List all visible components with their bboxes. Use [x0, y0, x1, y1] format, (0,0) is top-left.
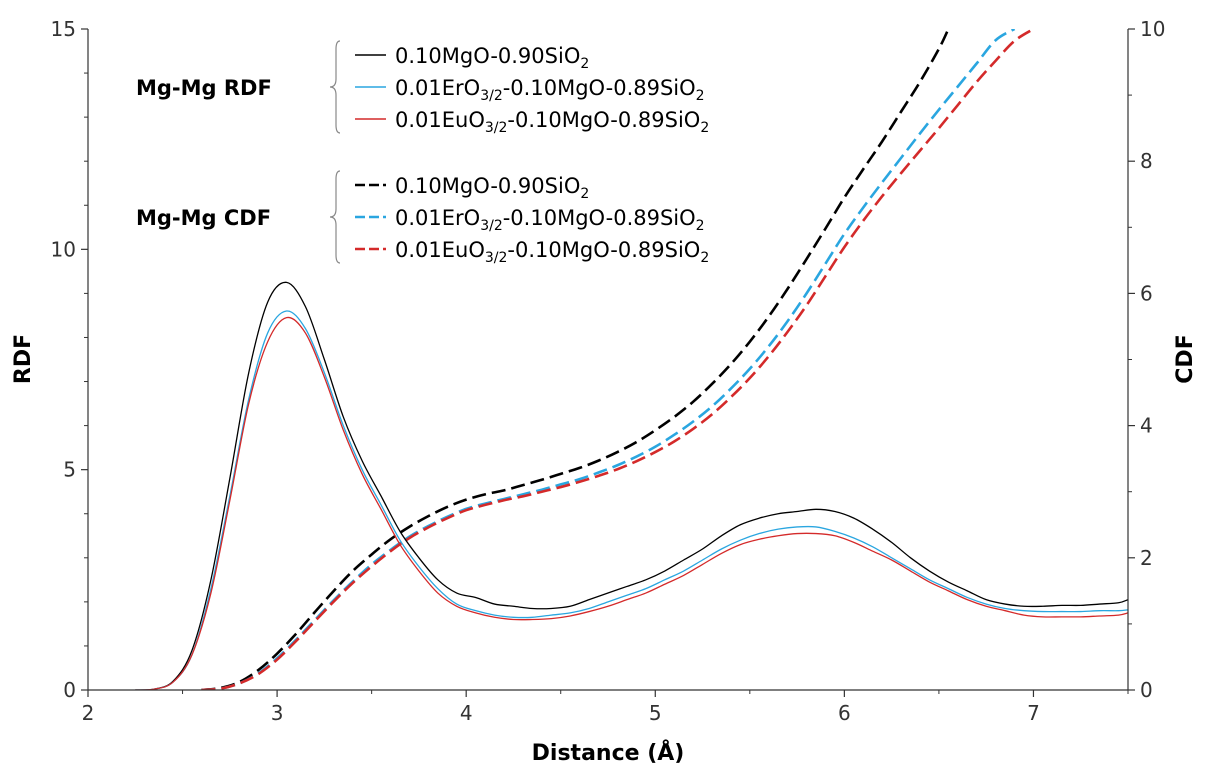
y2-tick-label: 8: [1140, 149, 1153, 173]
rdf-line-er: [135, 310, 1128, 690]
plot-area: [135, 29, 1128, 690]
x-tick-label: 7: [1027, 701, 1040, 725]
legend-subscript: 2: [696, 218, 705, 234]
y2-tick-label: 10: [1140, 17, 1165, 41]
x-tick-label: 2: [82, 701, 95, 725]
y-tick-label: 5: [63, 458, 76, 482]
x-tick-label: 4: [460, 701, 473, 725]
cdf-line-eu: [201, 29, 1035, 690]
x-axis-title: Distance (Å): [532, 740, 685, 766]
legend-subscript: 3/2: [480, 218, 503, 234]
y-tick-label: 0: [63, 678, 76, 702]
legend-subscript: 2: [700, 250, 709, 266]
legend-entry-label: 0.10MgO-0.90SiO2: [395, 44, 589, 72]
legend-entry-label: 0.10MgO-0.90SiO2: [395, 174, 589, 202]
rdf-line-mgo: [135, 281, 1128, 690]
legend-entry-label: 0.01ErO3/2-0.10MgO-0.89SiO2: [395, 206, 705, 234]
legend-subscript: 3/2: [485, 120, 508, 136]
y2-tick-label: 0: [1140, 678, 1153, 702]
y2-axis-title: CDF: [1173, 334, 1198, 383]
legend-subscript: 2: [696, 88, 705, 104]
y-axis-title: RDF: [11, 334, 36, 384]
y2-tick-label: 4: [1140, 414, 1153, 438]
legend-subscript: 3/2: [480, 88, 503, 104]
y2-tick-label: 6: [1140, 281, 1153, 305]
y2-tick-label: 2: [1140, 546, 1153, 570]
legend-subscript: 2: [580, 56, 589, 72]
legend-subscript: 2: [580, 186, 589, 202]
legend-entry-label: 0.01EuO3/2-0.10MgO-0.89SiO2: [395, 108, 709, 136]
cdf-line-mgo: [201, 29, 950, 690]
x-tick-label: 5: [649, 701, 662, 725]
legend: Mg-Mg RDF 0.10MgO-0.90SiO2 0.01ErO3/2-0.10…: [136, 40, 709, 266]
legend-entry-label: 0.01ErO3/2-0.10MgO-0.89SiO2: [395, 76, 705, 104]
legend-subscript: 2: [700, 120, 709, 136]
legend-subscript: 3/2: [485, 250, 508, 266]
legend-group-label: Mg-Mg RDF: [136, 76, 272, 100]
x-tick-label: 3: [271, 701, 284, 725]
legend-brace: [329, 170, 341, 264]
x-tick-label: 6: [838, 701, 851, 725]
y-tick-label: 10: [51, 237, 76, 261]
legend-entry-label: 0.01EuO3/2-0.10MgO-0.89SiO2: [395, 238, 709, 266]
legend-group-label: Mg-Mg CDF: [136, 206, 271, 230]
rdf-line-eu: [135, 316, 1128, 690]
legend-brace: [329, 40, 341, 134]
y-tick-label: 15: [51, 17, 76, 41]
